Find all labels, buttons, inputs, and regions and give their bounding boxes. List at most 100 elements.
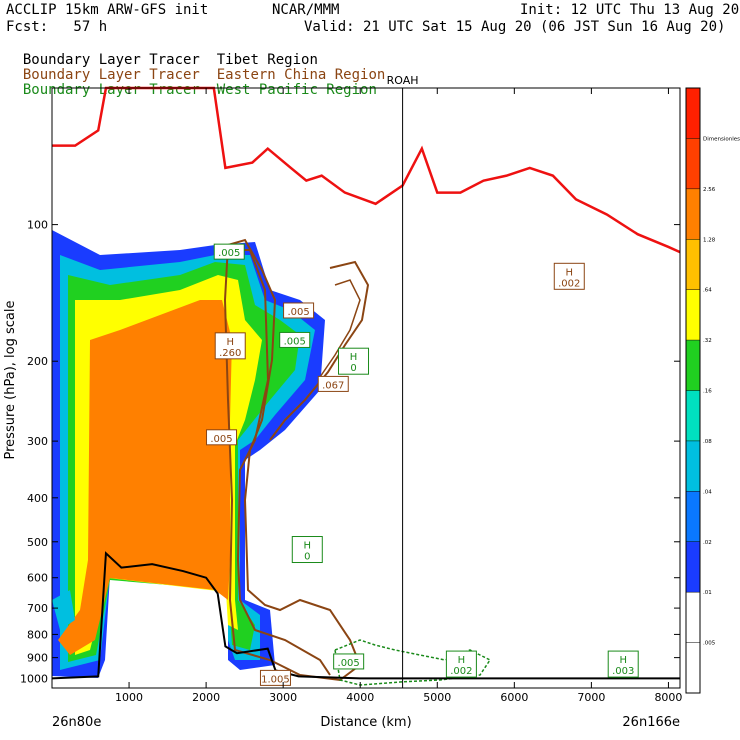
maximum-label: H — [226, 337, 234, 348]
maximum-value: .002 — [558, 278, 580, 289]
colorbar: .005 .01 .02 .04 .08 .16 .32 .64 1.28 2.56 Dimensi… — [685, 87, 740, 694]
maximum-label: H — [566, 267, 574, 278]
y-tick-label: 100 — [27, 219, 48, 232]
contour-label: .005 — [284, 336, 306, 347]
contour-label: .005 — [287, 307, 309, 318]
colorbar-tick-label: .04 — [703, 489, 712, 495]
tracer-region: Eastern China Region — [216, 67, 386, 83]
contour-label: .067 — [322, 380, 344, 391]
x-right-label: 26n166e — [622, 715, 680, 730]
colorbar-swatch — [686, 188, 700, 240]
y-tick-label: 1000 — [20, 672, 48, 685]
x-tick-label: 2000 — [192, 691, 220, 704]
colorbar-swatch — [686, 541, 700, 593]
maximum-box — [445, 650, 477, 678]
maximum-value: 0 — [304, 552, 310, 563]
y-tick-label: 600 — [27, 572, 48, 585]
valid-time: Valid: 21 UTC Sat 15 Aug 20 (06 JST Sun … — [304, 19, 726, 35]
colorbar-tick-label: .64 — [703, 288, 712, 294]
y-tick-label: 800 — [27, 628, 48, 641]
tracer-prefix: Boundary Layer Tracer — [22, 52, 200, 68]
contour-label: .005 — [210, 434, 232, 445]
west-pacific-contour — [334, 639, 492, 686]
y-tick-label: 500 — [27, 536, 48, 549]
init-time: Init: 12 UTC Thu 13 Aug 20 — [520, 2, 740, 18]
contour-label-box — [283, 302, 315, 319]
eastern-china-contour-upper — [269, 260, 370, 441]
contour-label-box — [259, 669, 291, 686]
plot-frame — [51, 87, 681, 689]
tracer-prefix: Boundary Layer Tracer — [22, 67, 200, 83]
colorbar-swatch — [686, 138, 700, 189]
colorbar-swatch — [686, 340, 700, 391]
maximum-box — [338, 347, 370, 375]
y-axis-title: Pressure (hPa), log scale — [3, 301, 18, 460]
colorbar-tick-label: .08 — [703, 439, 712, 445]
x-tick-label: 1000 — [115, 691, 143, 704]
contour-label: 1.005 — [261, 674, 290, 685]
tracer-fill-cyan-lower — [52, 590, 75, 630]
maximum-box — [607, 650, 639, 678]
maximum-label: H — [304, 541, 312, 552]
tracer-region: West Pacific Region — [216, 82, 377, 98]
tracer-region: Tibet Region — [216, 52, 318, 68]
colorbar-swatch — [686, 491, 700, 542]
y-tick-label: 700 — [27, 602, 48, 615]
eastern-china-contour-2 — [235, 249, 331, 676]
maximum-label: H — [458, 655, 466, 666]
x-tick-label: 5000 — [423, 691, 451, 704]
contour-label: .005 — [338, 658, 360, 669]
colorbar-tick-label: 1.28 — [703, 237, 716, 243]
tracer-prefix: Boundary Layer Tracer — [22, 82, 200, 98]
contour-label-box — [213, 243, 245, 260]
org-label: NCAR/MMM — [272, 2, 340, 18]
forecast-hour: Fcst: 57 h — [6, 19, 108, 35]
colorbar-swatch — [686, 390, 700, 441]
x-tick-label: 6000 — [500, 691, 528, 704]
maximum-label: H — [619, 655, 627, 666]
colorbar-tick-label: .005 — [703, 641, 716, 647]
y-tick-label: 900 — [27, 652, 48, 665]
x-left-label: 26n80e — [52, 715, 101, 730]
tracer-contour-layer — [223, 238, 492, 686]
axes-layer: 1000 2000 3000 4000 5000 6000 7000 800010020030… — [20, 88, 682, 704]
maximum-value: 0 — [350, 363, 356, 374]
marker-layer: ROAH — [387, 74, 419, 688]
colorbar-swatch — [686, 440, 700, 492]
x-tick-label: 3000 — [269, 691, 297, 704]
maximum-value: .002 — [450, 666, 472, 677]
eastern-china-contour-upper-2 — [317, 279, 361, 381]
y-tick-label: 300 — [27, 435, 48, 448]
x-axis-title: Distance (km) — [320, 715, 411, 730]
tracer-legend-tibet: Boundary Layer Tracer Tibet Region — [6, 36, 318, 68]
maximum-box — [291, 536, 323, 564]
colorbar-swatch — [686, 642, 700, 693]
colorbar-tick-label: 2.56 — [703, 187, 716, 193]
colorbar-swatch — [686, 289, 700, 341]
roah-marker-label: ROAH — [387, 74, 419, 87]
tracer-fill-layer — [52, 230, 325, 678]
maximum-value: .003 — [612, 666, 634, 677]
tropopause-red-line — [52, 86, 681, 254]
colorbar-swatch — [686, 239, 700, 290]
colorbar-swatch — [686, 88, 700, 139]
maximum-box — [553, 262, 585, 290]
contour-label-box — [317, 375, 349, 392]
colorbar-tick-label: .01 — [703, 590, 712, 596]
colorbar-tick-label: .02 — [703, 540, 712, 546]
y-tick-label: 400 — [27, 492, 48, 505]
tracer-fill-orange-blob — [128, 350, 190, 520]
colorbar-tick-label: .16 — [703, 389, 712, 395]
x-tick-label: 7000 — [577, 691, 605, 704]
x-tick-label: 8000 — [654, 691, 682, 704]
colorbar-tick-label: .32 — [703, 338, 712, 344]
tracer-legend-west-pacific: Boundary Layer Tracer West Pacific Regio… — [6, 66, 377, 98]
model-title: ACCLIP 15km ARW-GFS init — [6, 2, 209, 18]
contour-label-box — [206, 429, 238, 446]
x-tick-label: 4000 — [346, 691, 374, 704]
maximum-box — [214, 332, 246, 360]
tracer-legend-eastern-china: Boundary Layer Tracer Eastern China Regi… — [6, 51, 385, 83]
maximum-value: .260 — [219, 348, 241, 359]
colorbar-tick-label: Dimensionless — [703, 136, 740, 142]
